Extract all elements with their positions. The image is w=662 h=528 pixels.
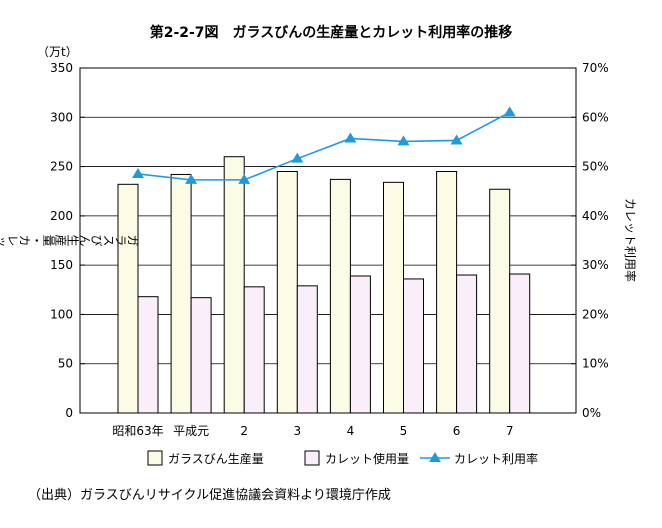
left-tick-label: 350 xyxy=(50,61,73,75)
left-tick-label: 0 xyxy=(65,406,73,420)
bar-production xyxy=(276,171,298,414)
marker-cullet-rate xyxy=(291,152,304,163)
right-tick-label: 20% xyxy=(582,307,609,321)
source-note: （出典）ガラスびんリサイクル促進協議会資料より環境庁作成 xyxy=(28,488,391,503)
legend-label-cullet-rate: カレット利用率 xyxy=(454,451,538,466)
legend-swatch-production xyxy=(147,450,163,466)
right-tick-label: 50% xyxy=(582,160,609,174)
x-tick-label: 7 xyxy=(506,424,514,438)
marker-cullet-rate xyxy=(238,173,251,184)
right-tick-label: 0% xyxy=(582,406,601,420)
left-tick-label: 150 xyxy=(50,258,73,272)
x-tick-label: 6 xyxy=(453,424,461,438)
right-tick-label: 70% xyxy=(582,61,609,75)
bar-production xyxy=(223,156,245,414)
legend-marker-cullet-rate xyxy=(429,452,441,462)
right-tick-label: 60% xyxy=(582,110,609,124)
marker-cullet-rate xyxy=(344,132,357,143)
left-tick-label: 200 xyxy=(50,209,73,223)
left-tick-label: 300 xyxy=(50,110,73,124)
bar-cullet-usage xyxy=(190,297,212,414)
x-tick-label: 2 xyxy=(240,424,248,438)
bar-production xyxy=(170,173,192,414)
bar-cullet-usage xyxy=(456,274,478,414)
x-tick-label: 平成元 xyxy=(173,424,209,438)
bar-production xyxy=(117,183,139,414)
x-tick-label: 昭和63年 xyxy=(112,424,163,438)
marker-cullet-rate xyxy=(450,134,463,145)
legend-label-cullet-usage: カレット使用量 xyxy=(325,451,409,466)
right-tick-label: 40% xyxy=(582,209,609,223)
marker-cullet-rate xyxy=(185,173,198,184)
bar-production xyxy=(383,181,404,414)
bar-cullet-usage xyxy=(296,285,318,414)
bar-production xyxy=(489,188,511,414)
chart-title: 第2-2-7図 ガラスびんの生産量とカレット利用率の推移 xyxy=(149,25,513,41)
right-tick-label: 30% xyxy=(582,258,609,272)
x-tick-label: 4 xyxy=(347,424,355,438)
right-axis-title: カレット利用率 xyxy=(623,198,638,282)
left-axis-title: ガラスびん生産量・カレット使用量 xyxy=(0,233,139,247)
marker-cullet-rate xyxy=(503,106,516,117)
bar-cullet-usage xyxy=(243,286,265,414)
x-tick-label: 3 xyxy=(293,424,301,438)
left-tick-label: 50 xyxy=(58,357,73,371)
legend-swatch-cullet-usage xyxy=(304,450,320,466)
bar-cullet-usage xyxy=(509,273,531,414)
plot-frame xyxy=(79,67,577,414)
bar-production xyxy=(436,171,458,414)
line-cullet-rate xyxy=(137,111,511,181)
left-tick-label: 100 xyxy=(50,307,73,321)
left-axis-unit: （万t） xyxy=(37,45,78,59)
marker-cullet-rate xyxy=(132,167,144,178)
right-tick-label: 10% xyxy=(582,357,609,371)
bar-cullet-usage xyxy=(403,278,424,414)
bar-cullet-usage xyxy=(349,275,371,414)
legend-label-production: ガラスびん生産量 xyxy=(168,451,264,466)
x-tick-label: 5 xyxy=(400,424,408,438)
marker-cullet-rate xyxy=(397,135,410,146)
bar-cullet-usage xyxy=(137,296,159,414)
bar-production xyxy=(329,178,351,414)
left-tick-label: 250 xyxy=(50,160,73,174)
